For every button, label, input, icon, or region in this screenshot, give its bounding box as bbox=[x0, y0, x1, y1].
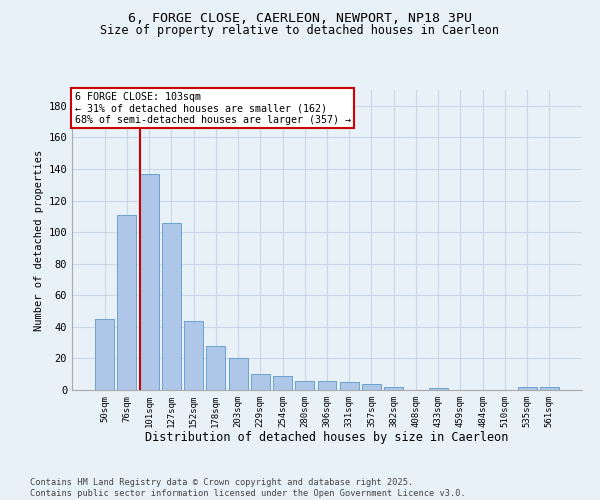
Bar bbox=[118, 214, 136, 390]
X-axis label: Distribution of detached houses by size in Caerleon: Distribution of detached houses by size … bbox=[145, 432, 509, 444]
Bar bbox=[229, 358, 248, 390]
Bar bbox=[140, 174, 158, 390]
Bar bbox=[340, 382, 359, 390]
Bar bbox=[362, 384, 381, 390]
Bar bbox=[384, 387, 403, 390]
Text: Contains HM Land Registry data © Crown copyright and database right 2025.
Contai: Contains HM Land Registry data © Crown c… bbox=[30, 478, 466, 498]
Bar bbox=[273, 376, 292, 390]
Text: 6, FORGE CLOSE, CAERLEON, NEWPORT, NP18 3PU: 6, FORGE CLOSE, CAERLEON, NEWPORT, NP18 … bbox=[128, 12, 472, 26]
Bar bbox=[95, 319, 114, 390]
Y-axis label: Number of detached properties: Number of detached properties bbox=[34, 150, 44, 330]
Bar bbox=[206, 346, 225, 390]
Text: 6 FORGE CLOSE: 103sqm
← 31% of detached houses are smaller (162)
68% of semi-det: 6 FORGE CLOSE: 103sqm ← 31% of detached … bbox=[74, 92, 350, 124]
Bar bbox=[518, 387, 536, 390]
Bar bbox=[429, 388, 448, 390]
Text: Size of property relative to detached houses in Caerleon: Size of property relative to detached ho… bbox=[101, 24, 499, 37]
Bar bbox=[295, 380, 314, 390]
Bar bbox=[162, 222, 181, 390]
Bar bbox=[184, 320, 203, 390]
Bar bbox=[317, 380, 337, 390]
Bar bbox=[540, 387, 559, 390]
Bar bbox=[251, 374, 270, 390]
